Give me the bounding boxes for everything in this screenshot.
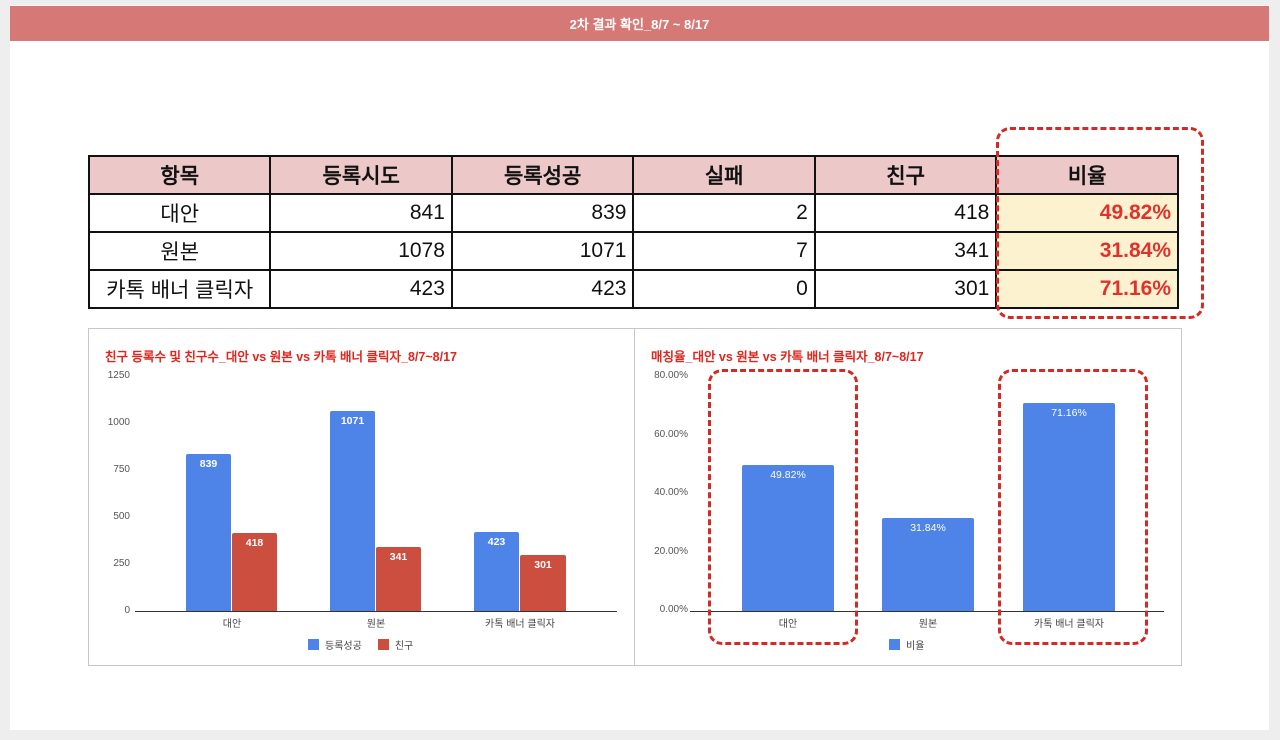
legend-label: 등록성공 [325,641,362,652]
legend-label: 친구 [394,641,414,652]
table-row: 대안 841 839 2 418 49.82% [87,193,1179,233]
x-tick: 원본 [366,619,386,630]
y-tick: 1250 [107,370,130,381]
cell-attempts: 1078 [269,231,453,271]
cell-item: 카톡 배너 클릭자 [87,269,272,309]
cell-item: 원본 [87,231,272,271]
chart-title: 친구 등록수 및 친구수_대안 vs 원본 vs 카톡 배너 클릭자_8/7~8… [105,350,457,364]
y-tick: 20.00% [654,546,688,557]
y-tick: 750 [113,464,130,475]
bar-ratio-daean: 49.82% [742,465,834,611]
y-tick: 40.00% [654,487,688,498]
x-tick: 카톡 배너 클릭자 [1034,619,1104,630]
cell-ratio: 49.82% [995,193,1179,233]
x-tick: 카톡 배너 클릭자 [485,619,555,630]
page-title-bar: 2차 결과 확인_8/7 ~ 8/17 [10,6,1269,41]
legend-swatch-success [308,639,319,650]
chart2-x-axis-line [690,611,1164,612]
legend-swatch-ratio [889,639,900,650]
bar-ratio-kakao: 71.16% [1023,403,1115,611]
cell-attempts: 423 [269,269,453,309]
y-tick: 0 [124,605,130,616]
chart1-legend: 등록성공 친구 [308,637,413,652]
bar-friends-kakao: 301 [520,555,566,611]
page-title: 2차 결과 확인_8/7 ~ 8/17 [569,17,710,32]
cell-friends: 301 [813,269,998,309]
cell-success: 839 [450,193,635,233]
cell-item: 대안 [87,193,272,233]
x-tick: 대안 [222,619,242,630]
column-header-ratio: 비율 [995,155,1179,195]
cell-attempts: 841 [269,193,453,233]
table-header-row: 항목 등록시도 등록성공 실패 친구 비율 [87,155,1179,195]
cell-ratio: 71.16% [995,269,1179,309]
bar-success-kakao: 423 [474,532,519,611]
column-header-success: 등록성공 [450,155,635,195]
table-row: 원본 1078 1071 7 341 31.84% [87,231,1179,271]
cell-success: 1071 [450,231,635,271]
y-tick: 0.00% [659,604,688,615]
cell-ratio: 31.84% [995,231,1179,271]
chart2-legend: 비율 [889,637,924,652]
cell-fail: 7 [632,231,816,271]
bar-success-daean: 839 [186,454,231,611]
cell-success: 423 [450,269,635,309]
cell-friends: 341 [813,231,998,271]
chart1-x-axis-line [135,611,617,612]
results-table: 항목 등록시도 등록성공 실패 친구 비율 대안 841 839 2 418 4… [87,155,1179,309]
bar-ratio-wonbon: 31.84% [882,518,974,611]
bar-success-wonbon: 1071 [330,411,375,611]
table-row: 카톡 배너 클릭자 423 423 0 301 71.16% [87,269,1179,309]
y-tick: 60.00% [654,429,688,440]
legend-label: 비율 [906,641,925,652]
cell-fail: 2 [632,193,816,233]
x-tick: 대안 [778,619,798,630]
y-tick: 250 [113,558,130,569]
bar-friends-wonbon: 341 [376,547,421,611]
y-tick: 1000 [107,417,130,428]
x-tick: 원본 [918,619,938,630]
column-header-fail: 실패 [632,155,816,195]
column-header-item: 항목 [87,155,272,195]
bar-friends-daean: 418 [232,533,277,611]
y-tick: 80.00% [654,370,688,381]
y-tick: 500 [113,511,130,522]
cell-fail: 0 [632,269,816,309]
column-header-attempts: 등록시도 [269,155,453,195]
chart-title: 매칭율_대안 vs 원본 vs 카톡 배너 클릭자_8/7~8/17 [651,350,924,364]
column-header-friends: 친구 [813,155,998,195]
cell-friends: 418 [813,193,998,233]
legend-swatch-friends [377,639,389,650]
